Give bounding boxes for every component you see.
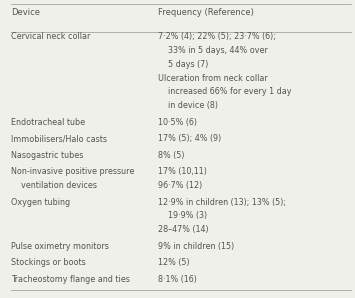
Text: in device (8): in device (8) [158, 101, 218, 110]
Text: Frequency (Reference): Frequency (Reference) [158, 8, 254, 17]
Text: Cervical neck collar: Cervical neck collar [11, 32, 90, 41]
Text: Non-invasive positive pressure: Non-invasive positive pressure [11, 167, 134, 176]
Text: Device: Device [11, 8, 40, 17]
Text: ventilation devices: ventilation devices [11, 181, 97, 190]
Text: Oxygen tubing: Oxygen tubing [11, 198, 70, 207]
Text: 17% (10,11): 17% (10,11) [158, 167, 207, 176]
Text: Stockings or boots: Stockings or boots [11, 258, 86, 267]
Text: 12·9% in children (13); 13% (5);: 12·9% in children (13); 13% (5); [158, 198, 286, 207]
Text: 7·2% (4); 22% (5); 23·7% (6);: 7·2% (4); 22% (5); 23·7% (6); [158, 32, 276, 41]
Text: 19·9% (3): 19·9% (3) [158, 211, 207, 220]
Text: 17% (5); 4% (9): 17% (5); 4% (9) [158, 134, 221, 143]
Text: 8% (5): 8% (5) [158, 151, 185, 160]
Text: 28–47% (14): 28–47% (14) [158, 225, 209, 234]
Text: 5 days (7): 5 days (7) [158, 60, 208, 69]
Text: Tracheostomy flange and ties: Tracheostomy flange and ties [11, 275, 130, 284]
Text: 96·7% (12): 96·7% (12) [158, 181, 202, 190]
Text: Ulceration from neck collar: Ulceration from neck collar [158, 74, 268, 83]
Text: 33% in 5 days, 44% over: 33% in 5 days, 44% over [158, 46, 268, 55]
Text: Immobilisers/Halo casts: Immobilisers/Halo casts [11, 134, 107, 143]
Text: Endotracheal tube: Endotracheal tube [11, 117, 85, 127]
Text: 12% (5): 12% (5) [158, 258, 190, 267]
Text: 8·1% (16): 8·1% (16) [158, 275, 197, 284]
Text: increased 66% for every 1 day: increased 66% for every 1 day [158, 87, 291, 96]
Text: 10·5% (6): 10·5% (6) [158, 117, 197, 127]
Text: Pulse oximetry monitors: Pulse oximetry monitors [11, 242, 109, 251]
Text: Nasogastric tubes: Nasogastric tubes [11, 151, 83, 160]
Text: 9% in children (15): 9% in children (15) [158, 242, 234, 251]
